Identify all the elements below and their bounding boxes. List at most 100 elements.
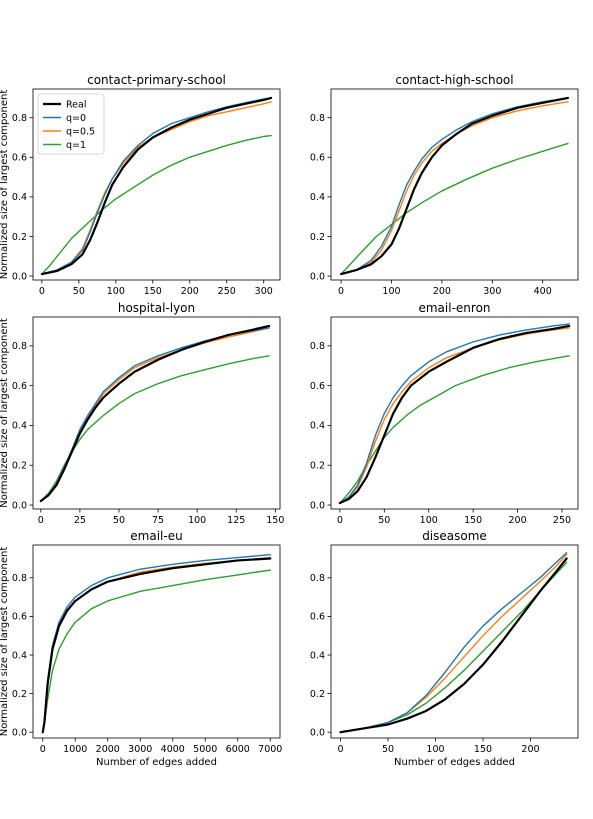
x-tick-label: 50 (378, 515, 390, 526)
y-tick-label: 0.4 (12, 192, 27, 203)
series-line-q=1 (339, 355, 570, 504)
x-tick-label: 125 (227, 515, 245, 526)
y-tick-label: 0.0 (12, 728, 27, 739)
x-tick-label: 1000 (63, 744, 87, 755)
y-tick-label: 0.4 (310, 421, 325, 432)
y-tick-label: 0.6 (310, 153, 325, 164)
x-tick-label: 100 (107, 286, 125, 297)
x-axis-label: Number of edges added (96, 757, 217, 768)
x-tick-label: 150 (266, 515, 284, 526)
panel-title: email-eu (130, 529, 182, 543)
x-tick-label: 50 (382, 744, 394, 755)
series-line-Real (41, 557, 272, 734)
y-tick-label: 0.2 (12, 232, 27, 243)
x-tick-label: 0 (338, 286, 344, 297)
series-line-Real (339, 557, 568, 734)
legend: Real q=0 q=0.5 q=1 (37, 93, 105, 155)
series-line-q=1 (41, 134, 272, 275)
x-tick-label: 300 (255, 286, 273, 297)
series-line-Real (40, 96, 273, 276)
x-tick-label: 200 (509, 515, 527, 526)
x-tick-label: 3000 (128, 744, 152, 755)
y-tick-label: 0.2 (12, 461, 27, 472)
x-tick-label: 150 (144, 286, 162, 297)
series-line-q=0.5 (41, 101, 272, 275)
series-line-Real (339, 96, 570, 276)
y-tick-label: 0.0 (12, 271, 27, 282)
legend-label: q=0 (66, 113, 86, 124)
x-tick-label: 0 (337, 515, 343, 526)
panel-5: diseasome 0.0 0.2 0.4 0.6 0.8 0 50 100 150 200 Numb… (310, 529, 579, 768)
axes-frame (32, 88, 281, 281)
series-line-q=0.5 (40, 327, 270, 502)
series-line-Real (39, 324, 271, 503)
y-tick-label: 0.2 (310, 232, 325, 243)
axes-frame (330, 544, 579, 739)
axes-frame (32, 544, 281, 739)
panel-title: hospital-lyon (118, 301, 195, 315)
x-tick-label: 0 (337, 744, 343, 755)
y-axis-label: Normalized size of largest component (0, 90, 10, 280)
series-line-q=0 (339, 323, 570, 504)
series-line-Real (338, 324, 571, 505)
x-tick-label: 250 (218, 286, 236, 297)
y-tick-label: 0.2 (310, 461, 325, 472)
y-tick-label: 0.8 (12, 573, 27, 584)
axes-frame (330, 88, 579, 281)
y-tick-label: 0.6 (12, 612, 27, 623)
legend-label: Real (66, 99, 86, 110)
panel-2: hospital-lyon 0.0 0.2 0.4 0.6 0.8 0 25 50 75 100 12… (0, 301, 284, 526)
panel-title: diseasome (422, 529, 487, 543)
series-line-q=0.5 (42, 556, 271, 733)
x-tick-label: 6000 (226, 744, 250, 755)
x-tick-label: 200 (181, 286, 199, 297)
y-tick-label: 0.6 (12, 153, 27, 164)
y-axis-label: Normalized size of largest component (0, 318, 10, 508)
series-line-q=0 (340, 97, 569, 275)
x-tick-label: 75 (152, 515, 164, 526)
x-tick-label: 5000 (193, 744, 217, 755)
x-tick-label: 250 (553, 515, 571, 526)
panel-title: contact-high-school (395, 73, 513, 87)
panel-title: email-enron (418, 301, 490, 315)
x-tick-label: 25 (74, 515, 86, 526)
y-tick-label: 0.0 (310, 728, 325, 739)
y-tick-label: 0.6 (310, 612, 325, 623)
series-line-q=1 (40, 355, 270, 502)
x-tick-label: 100 (382, 286, 400, 297)
x-tick-label: 100 (188, 515, 206, 526)
x-tick-label: 300 (483, 286, 501, 297)
y-tick-label: 0.8 (12, 113, 27, 124)
x-tick-label: 400 (534, 286, 552, 297)
series-line-q=0 (42, 553, 271, 733)
x-tick-label: 100 (420, 515, 438, 526)
y-tick-label: 0.8 (310, 113, 325, 124)
y-tick-label: 0.6 (310, 381, 325, 392)
y-axis-label: Normalized size of largest component (0, 547, 10, 737)
y-tick-label: 0.8 (310, 573, 325, 584)
axes-frame (330, 316, 579, 510)
x-tick-label: 100 (426, 744, 444, 755)
x-tick-label: 7000 (258, 744, 282, 755)
series-line-q=0 (339, 552, 568, 733)
x-tick-label: 0 (38, 515, 44, 526)
y-tick-label: 0.2 (12, 689, 27, 700)
y-tick-label: 0.0 (310, 500, 325, 511)
legend-box (37, 93, 105, 155)
panel-title: contact-primary-school (87, 73, 226, 87)
y-tick-label: 0.6 (12, 381, 27, 392)
y-tick-label: 0.4 (12, 421, 27, 432)
x-tick-label: 50 (113, 515, 125, 526)
y-tick-label: 0.4 (310, 192, 325, 203)
y-tick-label: 0.4 (310, 650, 325, 661)
y-tick-label: 0.0 (12, 500, 27, 511)
axes-frame (32, 316, 281, 510)
x-tick-label: 2000 (96, 744, 120, 755)
x-tick-label: 4000 (161, 744, 185, 755)
x-tick-label: 0 (39, 286, 45, 297)
legend-label: q=0.5 (66, 126, 95, 137)
series-line-q=0.5 (339, 553, 568, 733)
series-line-q=0.5 (340, 101, 569, 275)
y-tick-label: 0.8 (310, 341, 325, 352)
